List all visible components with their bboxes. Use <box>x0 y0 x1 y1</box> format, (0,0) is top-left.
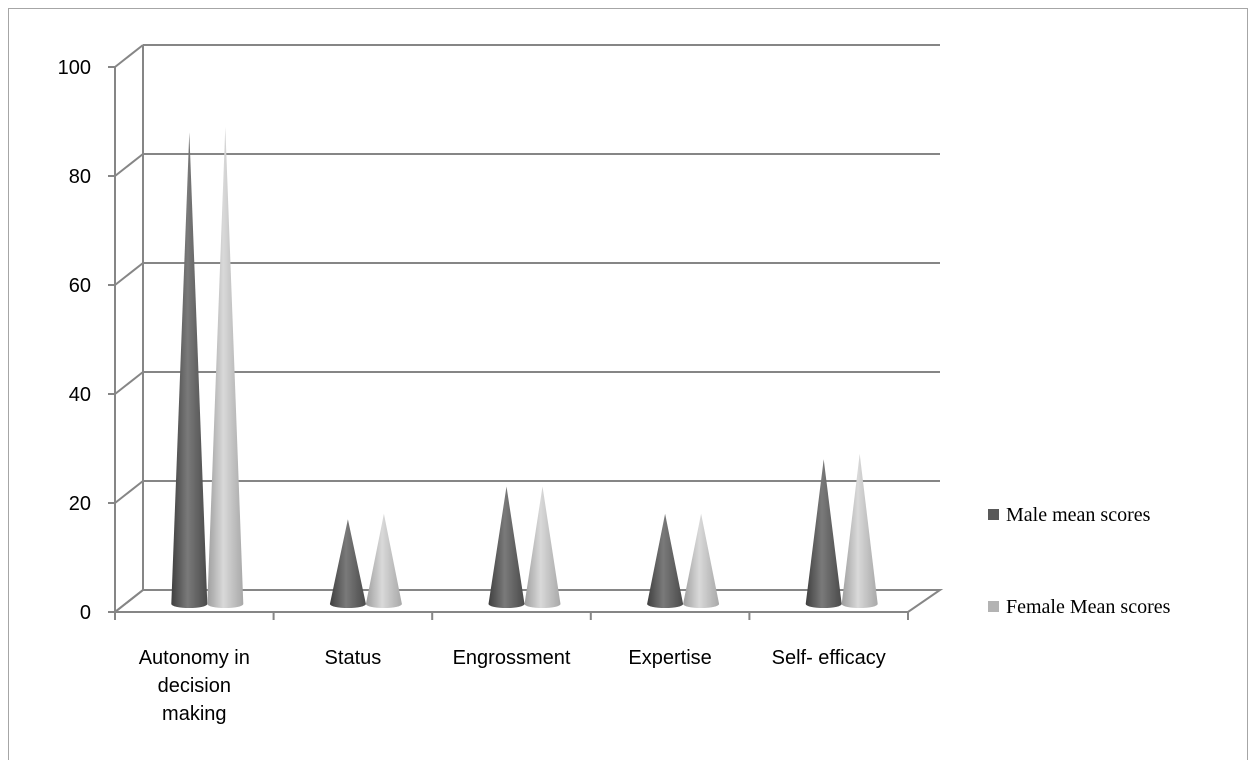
depth-tick <box>114 480 144 504</box>
female-score-cone <box>207 126 244 608</box>
y-tick-label: 40 <box>69 384 91 406</box>
chart-frame <box>8 8 1248 760</box>
y-tick-label: 80 <box>69 166 91 188</box>
female-score-cone-body <box>524 486 561 608</box>
male-score-cone <box>647 513 684 608</box>
male-score-cone <box>329 519 366 608</box>
y-tick-label: 100 <box>58 57 91 79</box>
x-category-label: Status <box>325 647 382 669</box>
female-score-cone <box>841 453 878 608</box>
legend-label: Male mean scores <box>1006 504 1151 526</box>
male-score-cone-body <box>171 132 208 609</box>
x-category-label: Engrossment <box>453 647 571 669</box>
depth-tick <box>114 262 144 286</box>
x-category-label: Autonomy in <box>139 647 250 669</box>
legend-entry: Female Mean scores <box>988 596 1171 618</box>
female-score-cone-body <box>841 453 878 608</box>
female-score-cone <box>524 486 561 608</box>
x-category-label: decision <box>158 675 231 697</box>
male-score-cone-body <box>329 519 366 608</box>
male-score-cone <box>488 486 525 608</box>
male-score-cone <box>805 459 842 608</box>
y-tick-label: 60 <box>69 275 91 297</box>
legend-swatch <box>988 601 999 612</box>
x-category-label: making <box>162 703 226 725</box>
male-score-cone-body <box>647 513 684 608</box>
male-score-cone <box>171 132 208 609</box>
depth-tick <box>114 153 144 177</box>
y-tick-label: 0 <box>80 602 91 624</box>
female-score-cone <box>683 513 720 608</box>
depth-tick <box>114 44 144 68</box>
male-score-cone-body <box>805 459 842 608</box>
x-category-label: Expertise <box>628 647 711 669</box>
x-category-label: Self- efficacy <box>772 647 886 669</box>
chart-floor <box>112 589 944 613</box>
male-score-cone-body <box>488 486 525 608</box>
female-score-cone-body <box>683 513 720 608</box>
y-tick-label: 20 <box>69 493 91 515</box>
female-score-cone-body <box>207 126 244 608</box>
legend-label: Female Mean scores <box>1006 596 1171 618</box>
legend-swatch <box>988 509 999 520</box>
female-score-cone-body <box>365 513 402 608</box>
female-score-cone <box>365 513 402 608</box>
legend-entry: Male mean scores <box>988 504 1151 526</box>
depth-tick <box>114 371 144 395</box>
